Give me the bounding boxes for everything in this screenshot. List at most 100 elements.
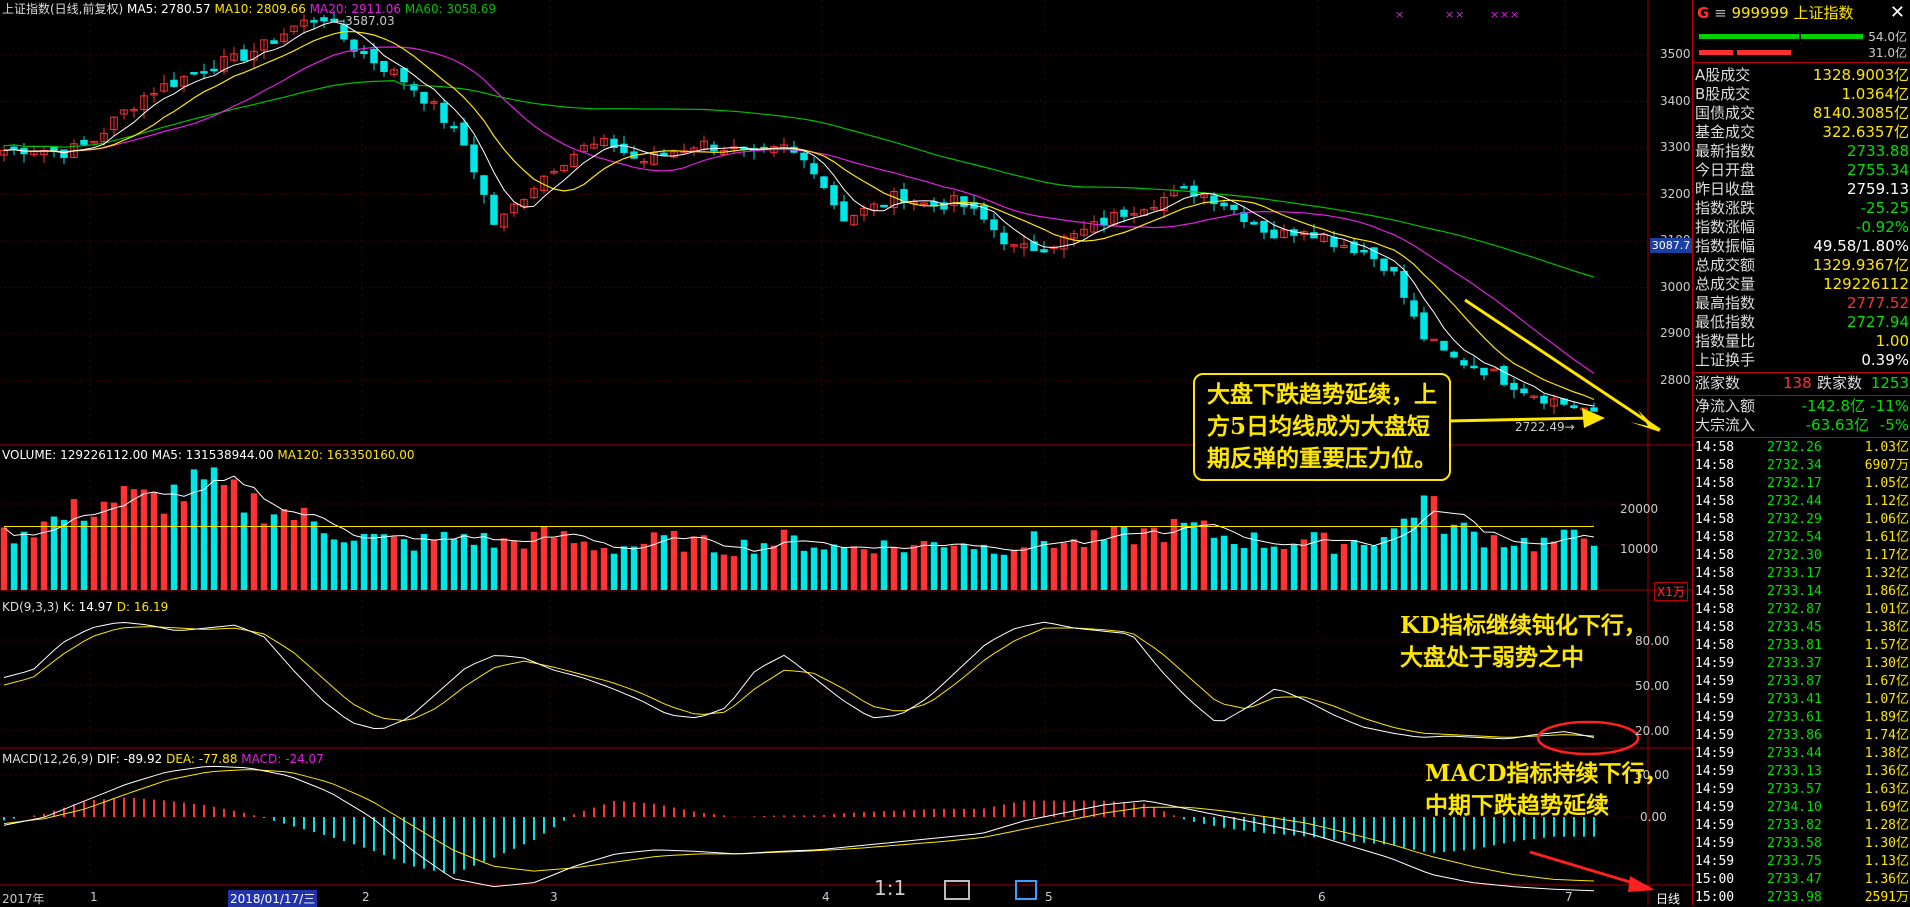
- volume-bar: [820, 549, 828, 590]
- volume-bar: [990, 553, 998, 590]
- sell-bar: [1699, 50, 1733, 55]
- fullscreen-icon[interactable]: [944, 880, 970, 900]
- candle-body: [360, 50, 368, 55]
- tick-time: 14:58: [1695, 620, 1735, 635]
- volume-bar: [1480, 547, 1488, 590]
- volume-bar: [0, 527, 8, 590]
- volume-bar: [1210, 537, 1218, 590]
- netflow-row: 净流入额 -142.8亿 -11%: [1695, 397, 1909, 416]
- tick-row: 14:58 2732.44 1.12亿: [1695, 493, 1909, 511]
- volume-bar: [1590, 545, 1598, 590]
- tick-volume: 1.01亿: [1864, 602, 1909, 617]
- macd-arrow-head: [1628, 876, 1655, 892]
- candle-body: [110, 116, 118, 130]
- kd-label: KD(9,3,3): [2, 600, 60, 614]
- volume-bar: [520, 548, 528, 590]
- volume-bar: [960, 544, 968, 590]
- candle-body: [1210, 195, 1218, 205]
- tick-row: 14:58 2732.30 1.17亿: [1695, 547, 1909, 565]
- volume-bar: [190, 469, 198, 590]
- volume-bar: [450, 539, 458, 590]
- divider: [1693, 437, 1910, 438]
- tick-row: 14:58 2732.54 1.61亿: [1695, 529, 1909, 547]
- candle-body: [1430, 338, 1438, 342]
- candle-body: [1450, 351, 1458, 358]
- close-icon[interactable]: ✕: [1889, 2, 1905, 23]
- tick-volume: 1.63亿: [1864, 782, 1909, 797]
- volume-bar: [770, 545, 778, 590]
- tick-time: 14:59: [1695, 782, 1735, 797]
- candle-body: [320, 17, 328, 22]
- date-label-7: 7: [1565, 890, 1573, 904]
- volume-bar: [1270, 546, 1278, 590]
- candle-body: [230, 53, 238, 61]
- signal-marker: ×: [1510, 8, 1519, 21]
- volume-bar: [730, 556, 738, 590]
- candle-body: [290, 25, 298, 33]
- tick-time: 14:58: [1695, 494, 1735, 509]
- tick-price: 2733.37: [1767, 656, 1822, 671]
- kd-d-line: [3, 626, 1595, 738]
- candle-body: [990, 219, 998, 231]
- signal-marker: ×: [1490, 8, 1499, 21]
- candle-body: [920, 202, 928, 205]
- tick-volume: 1.06亿: [1864, 512, 1909, 527]
- stat-value: 1329.9367亿: [1812, 256, 1909, 274]
- volume-bar: [440, 531, 448, 590]
- stat-label: A股成交: [1695, 66, 1751, 84]
- stat-row: 指数涨幅 -0.92%: [1695, 218, 1909, 237]
- volume-bar: [80, 520, 88, 590]
- macd-axis-50: 50.00: [1635, 768, 1670, 782]
- candle-body: [140, 95, 148, 110]
- candle-body: [950, 195, 958, 206]
- candle-body: [550, 170, 558, 174]
- volume-bar: [460, 534, 468, 590]
- ratio-button[interactable]: 1:1: [874, 876, 907, 900]
- volume-bar: [310, 521, 318, 590]
- chart-canvas[interactable]: × × × × × ×: [0, 0, 1692, 905]
- tick-volume: 1.03亿: [1864, 440, 1909, 455]
- tick-price: 2732.26: [1767, 440, 1822, 455]
- tick-time: 14:58: [1695, 638, 1735, 653]
- candle-body: [590, 143, 598, 149]
- candle-body: [1570, 405, 1578, 409]
- menu-icon[interactable]: ≡: [1714, 4, 1727, 22]
- candle-body: [160, 83, 168, 92]
- volume-bar: [1080, 547, 1088, 590]
- volume-bar: [1250, 532, 1258, 590]
- candle-body: [100, 132, 108, 143]
- group-icon[interactable]: G: [1697, 4, 1710, 22]
- stat-row: 昨日收盘 2759.13: [1695, 180, 1909, 199]
- volume-bar: [650, 532, 658, 590]
- tick-price: 2732.29: [1767, 512, 1822, 527]
- volume-bar: [40, 521, 48, 590]
- volume-bar: [880, 540, 888, 590]
- candle-body: [60, 149, 68, 158]
- volume-bar: [1230, 544, 1238, 590]
- stat-row: A股成交 1328.9003亿: [1695, 66, 1909, 85]
- tick-row: 14:59 2733.61 1.89亿: [1695, 709, 1909, 727]
- volume-bar: [1220, 535, 1228, 590]
- candle-body: [660, 152, 668, 156]
- candle-body: [530, 188, 538, 199]
- stat-value: 8140.3085亿: [1812, 104, 1909, 122]
- candle-body: [1320, 234, 1328, 242]
- period-selector[interactable]: 日线: [1656, 892, 1681, 906]
- stat-value: 0.39%: [1861, 351, 1909, 369]
- tick-price: 2733.47: [1767, 872, 1822, 887]
- volume-bar: [1400, 518, 1408, 590]
- chart-tool-icon[interactable]: [1015, 880, 1037, 900]
- candle-body: [860, 207, 868, 216]
- trend-line-2: 方5日均线成为大盘短: [1207, 413, 1431, 440]
- volume-bar: [1410, 517, 1418, 590]
- volume-bar: [360, 533, 368, 590]
- candle-body: [420, 91, 428, 104]
- price-axis-label: 3200: [1660, 186, 1691, 201]
- tick-row: 14:59 2733.58 1.30亿: [1695, 835, 1909, 853]
- candle-body: [1520, 388, 1528, 394]
- volume-bar: [1180, 522, 1188, 590]
- trend-line-3: 期反弹的重要压力位。: [1207, 445, 1437, 472]
- tick-time: 14:58: [1695, 440, 1735, 455]
- tick-row: 14:58 2733.81 1.57亿: [1695, 637, 1909, 655]
- stat-row: 总成交量 129226112: [1695, 275, 1909, 294]
